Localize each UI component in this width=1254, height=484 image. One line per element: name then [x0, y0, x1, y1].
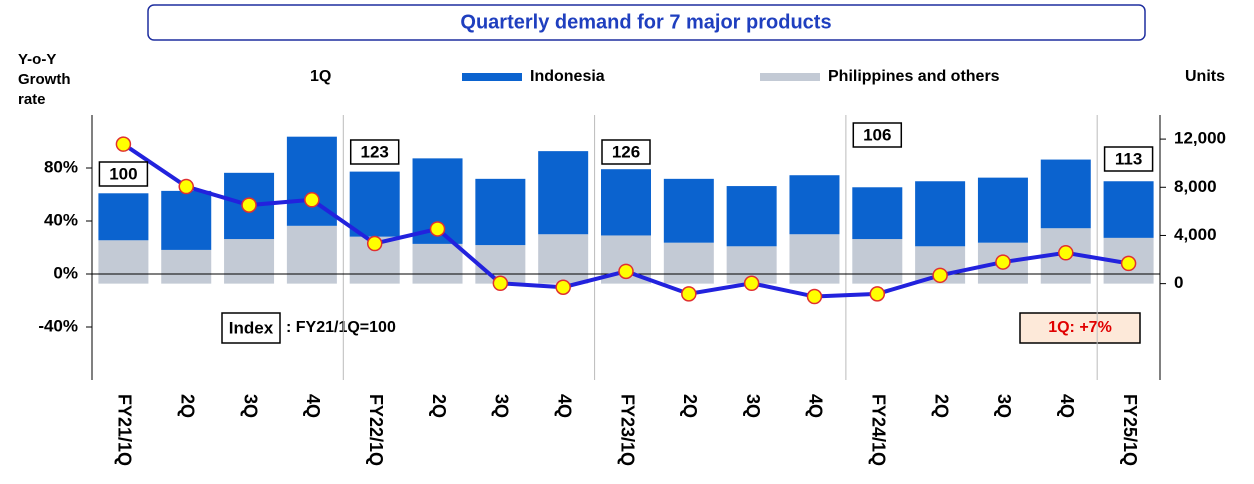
- line-marker: [806, 288, 823, 305]
- x-tick-label: FY24/1Q: [869, 394, 889, 466]
- index-value: 106: [863, 125, 891, 144]
- bar: [538, 234, 589, 284]
- bar: [224, 239, 275, 284]
- highlight-box: [1019, 312, 1141, 344]
- x-tick-label: FY25/1Q: [1120, 394, 1140, 466]
- bar: [286, 225, 337, 284]
- highlight-text: 1Q: +7%: [1048, 319, 1112, 336]
- index-note: : FY21/1Q=100: [286, 319, 396, 336]
- x-tick-label: FY21/1Q: [115, 394, 135, 466]
- bar: [789, 234, 840, 284]
- bar: [412, 243, 463, 284]
- line-marker: [304, 192, 320, 208]
- index-value: 113: [1115, 149, 1142, 168]
- bar: [726, 186, 777, 247]
- y-axis-label: Y-o-Y Growth rate: [18, 51, 71, 108]
- x-tick-label: 2Q: [680, 394, 700, 418]
- line-marker: [492, 275, 509, 292]
- line-marker: [995, 254, 1011, 270]
- bar: [663, 178, 714, 243]
- bar: [161, 190, 212, 250]
- x-tick-label: 4Q: [554, 394, 574, 418]
- bar: [1040, 159, 1091, 229]
- y2-tick-label: 4,000: [1174, 225, 1217, 244]
- bar: [789, 175, 840, 235]
- bar: [977, 177, 1028, 243]
- x-tick-label: 2Q: [931, 394, 951, 418]
- y-tick-label: 40%: [44, 210, 78, 229]
- bar: [601, 169, 651, 236]
- y-tick-label: 0%: [53, 263, 78, 282]
- legend-swatch: [462, 73, 522, 81]
- line-marker: [429, 221, 446, 237]
- legend-note: 1Q: [310, 68, 331, 85]
- line-marker: [115, 136, 132, 152]
- x-tick-label: FY22/1Q: [366, 394, 386, 466]
- line-marker: [618, 263, 634, 280]
- bar: [663, 242, 714, 284]
- bar: [475, 178, 526, 246]
- x-tick-label: 2Q: [429, 394, 449, 418]
- line-marker: [178, 178, 194, 195]
- index-box: [1103, 146, 1154, 172]
- bar: [852, 187, 903, 240]
- index-value: 100: [109, 164, 137, 183]
- index-value: 123: [361, 142, 389, 161]
- legend-swatch: [760, 73, 820, 81]
- line-marker: [932, 267, 948, 284]
- line-marker: [743, 275, 760, 292]
- line-marker: [555, 279, 571, 295]
- bar: [852, 239, 903, 284]
- bar: [1103, 181, 1154, 238]
- x-tick-label: 3Q: [743, 394, 763, 418]
- title-box: [147, 4, 1146, 41]
- legend-label: Indonesia: [530, 68, 605, 85]
- bar: [98, 193, 149, 241]
- x-tick-label: 2Q: [177, 394, 197, 418]
- y2-tick-label: 12,000: [1174, 129, 1226, 148]
- line-marker: [366, 235, 383, 252]
- x-tick-label: 4Q: [1057, 394, 1077, 418]
- bar: [915, 181, 966, 247]
- bar: [161, 249, 212, 284]
- line-marker: [681, 286, 697, 302]
- line-marker: [1058, 245, 1074, 261]
- y2-tick-label: 8,000: [1174, 177, 1217, 196]
- y2-axis-label: Units: [1185, 68, 1225, 85]
- line-marker: [241, 197, 257, 213]
- y-tick-label: 80%: [44, 157, 78, 176]
- index-box: [349, 139, 400, 165]
- index-box: [601, 139, 651, 165]
- x-tick-label: 4Q: [303, 394, 323, 418]
- bar: [349, 171, 400, 237]
- chart-title: Quarterly demand for 7 major products: [460, 11, 831, 33]
- x-tick-label: FY23/1Q: [617, 394, 637, 466]
- bar: [538, 151, 589, 235]
- index-box: [221, 312, 281, 344]
- y2-tick-label: 0: [1174, 273, 1183, 292]
- x-tick-label: 3Q: [492, 394, 512, 418]
- x-tick-label: 3Q: [240, 394, 260, 418]
- index-box-text: Index: [229, 318, 274, 337]
- index-value: 126: [612, 142, 640, 161]
- x-tick-label: 3Q: [994, 394, 1014, 418]
- index-box: [98, 161, 149, 187]
- index-box: [852, 122, 903, 148]
- x-tick-label: 4Q: [806, 394, 826, 418]
- line-marker: [869, 286, 886, 302]
- line-marker: [1120, 255, 1137, 272]
- bar: [98, 240, 149, 284]
- legend-label: Philippines and others: [828, 68, 1000, 85]
- y-tick-label: -40%: [38, 316, 78, 335]
